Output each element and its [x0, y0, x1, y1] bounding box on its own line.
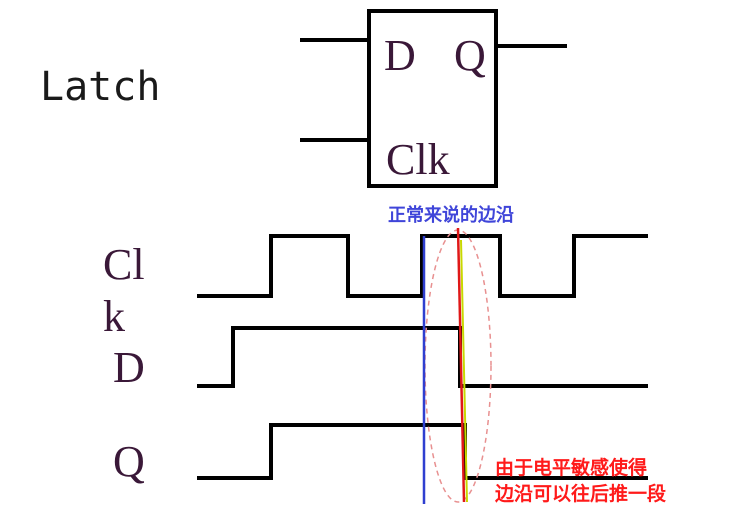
shifted-edge-highlight	[460, 239, 468, 503]
clk-signal-label-line1: Cl	[103, 240, 145, 289]
diagram-title: Latch	[40, 64, 160, 110]
clk-signal-label-line2: k	[103, 292, 125, 341]
d-signal-label: D	[113, 343, 145, 392]
q-signal-label: Q	[113, 437, 145, 486]
shifted-edge-line	[456, 227, 466, 503]
clk-waveform	[197, 234, 648, 298]
shifted-edge-note-line1: 由于电平敏感使得	[495, 456, 647, 479]
d-waveform	[197, 326, 648, 388]
pin-clk-label: Clk	[386, 135, 450, 184]
latch-block: D Q Clk	[300, 9, 567, 188]
pin-q-label: Q	[454, 31, 486, 80]
latch-box	[367, 9, 498, 188]
q-waveform	[197, 423, 648, 480]
pin-d-label: D	[384, 31, 416, 80]
normal-edge-note: 正常来说的边沿	[388, 204, 514, 226]
shifted-edge-note-line2: 边沿可以往后推一段	[494, 482, 667, 505]
